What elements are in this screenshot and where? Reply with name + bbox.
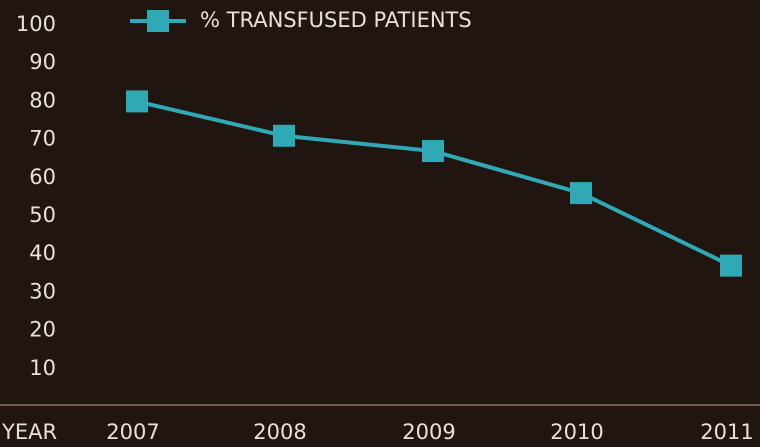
legend-label: % TRANSFUSED PATIENTS [200,8,472,32]
x-tick-label: 2011 [700,420,753,444]
x-tick-label: 2007 [106,420,159,444]
point-marker [422,140,444,163]
legend-marker [147,10,169,32]
point-marker [126,90,148,113]
point-marker [720,254,742,277]
x-tick-label: 2008 [253,420,306,444]
x-tick-label: 2010 [550,420,603,444]
y-tick-label: 50 [29,203,56,227]
y-tick-label: 40 [29,241,56,265]
y-tick-label: 100 [16,12,56,36]
y-tick-label: 60 [29,165,56,189]
point-marker [570,182,592,205]
x-axis-label: YEAR [1,420,57,444]
y-tick-label: 30 [29,279,56,303]
x-tick-label: 2009 [402,420,455,444]
y-tick-label: 80 [29,88,56,112]
y-tick-label: 70 [29,127,56,151]
y-tick-label: 90 [29,50,56,74]
y-tick-label: 10 [29,356,56,380]
point-marker [273,124,295,147]
y-tick-label: 20 [29,318,56,342]
